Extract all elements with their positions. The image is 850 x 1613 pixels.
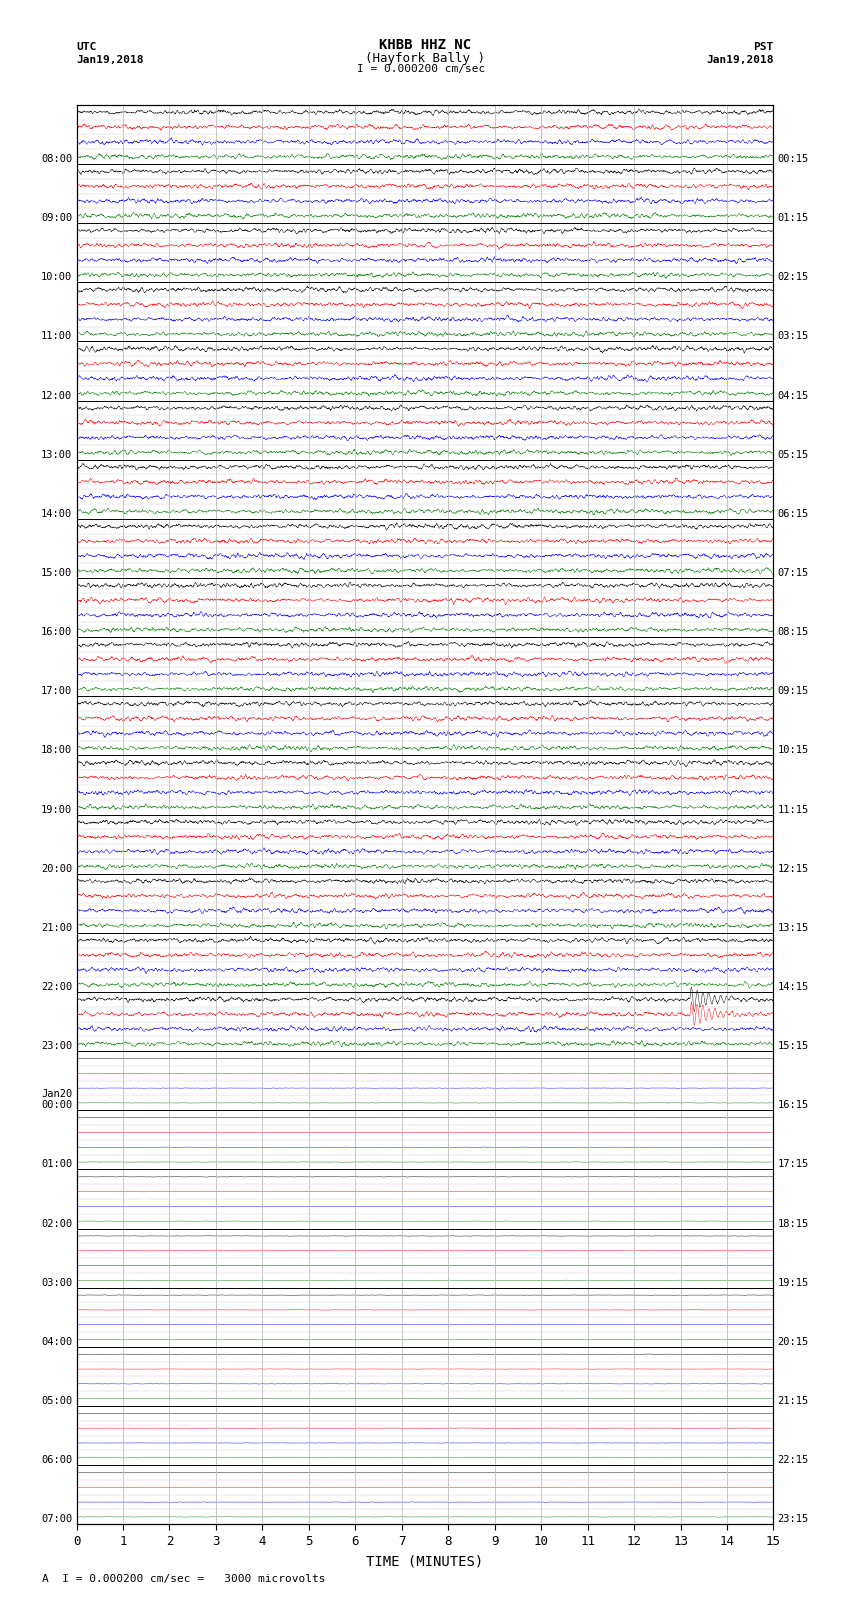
Text: A  I = 0.000200 cm/sec =   3000 microvolts: A I = 0.000200 cm/sec = 3000 microvolts — [42, 1574, 326, 1584]
Text: Jan19,2018: Jan19,2018 — [706, 55, 774, 65]
Text: PST: PST — [753, 42, 774, 52]
Text: I = 0.000200 cm/sec: I = 0.000200 cm/sec — [357, 65, 485, 74]
Text: UTC: UTC — [76, 42, 97, 52]
Text: KHBB HHZ NC: KHBB HHZ NC — [379, 37, 471, 52]
Text: Jan19,2018: Jan19,2018 — [76, 55, 144, 65]
X-axis label: TIME (MINUTES): TIME (MINUTES) — [366, 1555, 484, 1569]
Text: (Hayfork Bally ): (Hayfork Bally ) — [365, 52, 485, 65]
